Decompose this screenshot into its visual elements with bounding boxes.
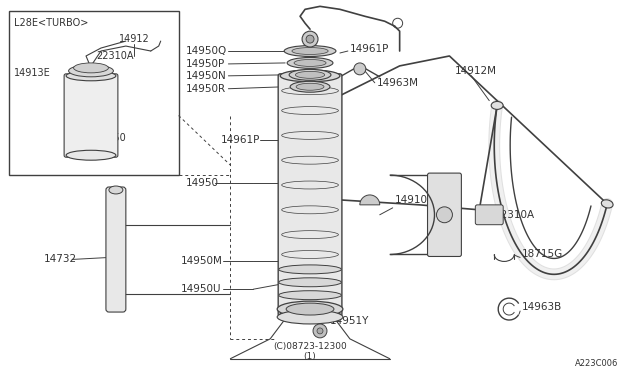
Ellipse shape xyxy=(280,70,340,82)
Bar xyxy=(10,11,179,175)
Ellipse shape xyxy=(296,71,324,78)
Ellipse shape xyxy=(66,71,116,81)
Ellipse shape xyxy=(280,308,340,320)
Ellipse shape xyxy=(289,69,331,80)
Text: 14732: 14732 xyxy=(44,254,77,264)
Ellipse shape xyxy=(277,310,343,324)
Ellipse shape xyxy=(491,102,503,109)
Text: 14950: 14950 xyxy=(186,178,219,188)
Ellipse shape xyxy=(74,63,108,73)
Text: 14912: 14912 xyxy=(119,34,150,44)
Ellipse shape xyxy=(286,303,334,315)
Ellipse shape xyxy=(277,301,343,317)
Text: 14963M: 14963M xyxy=(377,78,419,88)
Text: 14910A: 14910A xyxy=(395,195,435,205)
Text: A223C006: A223C006 xyxy=(575,359,619,368)
Text: (C)08723-12300: (C)08723-12300 xyxy=(273,342,347,351)
Ellipse shape xyxy=(292,48,328,54)
Circle shape xyxy=(354,63,366,75)
FancyBboxPatch shape xyxy=(106,187,126,312)
Ellipse shape xyxy=(109,186,123,194)
Text: 22310A: 22310A xyxy=(494,210,534,220)
Text: 14963B: 14963B xyxy=(522,302,563,312)
Ellipse shape xyxy=(68,65,113,77)
FancyBboxPatch shape xyxy=(476,205,503,225)
Text: 14950N: 14950N xyxy=(186,71,227,81)
Text: 14950Q: 14950Q xyxy=(186,46,227,56)
Text: 14950: 14950 xyxy=(96,133,127,143)
Ellipse shape xyxy=(66,150,116,160)
Ellipse shape xyxy=(602,200,613,208)
Circle shape xyxy=(306,35,314,43)
Circle shape xyxy=(436,207,452,223)
Circle shape xyxy=(317,328,323,334)
Text: 14950P: 14950P xyxy=(186,59,225,69)
Text: (1): (1) xyxy=(303,352,316,361)
Text: 14912M: 14912M xyxy=(66,113,106,124)
Ellipse shape xyxy=(278,265,341,274)
Text: 22310A: 22310A xyxy=(96,51,134,61)
Text: 14961P: 14961P xyxy=(220,135,260,145)
Text: 14951Y: 14951Y xyxy=(330,316,369,326)
FancyBboxPatch shape xyxy=(428,173,461,256)
Ellipse shape xyxy=(296,83,324,90)
Ellipse shape xyxy=(278,291,341,299)
Text: 14950R: 14950R xyxy=(186,84,226,94)
Ellipse shape xyxy=(284,45,336,57)
Text: 14912M: 14912M xyxy=(454,66,497,76)
Text: 14961P: 14961P xyxy=(350,44,389,54)
Text: L28E<TURBO>: L28E<TURBO> xyxy=(14,18,89,28)
Ellipse shape xyxy=(278,278,341,287)
Circle shape xyxy=(313,324,327,338)
Text: 14950M: 14950M xyxy=(180,256,223,266)
Circle shape xyxy=(302,31,318,47)
Ellipse shape xyxy=(294,60,326,66)
Ellipse shape xyxy=(287,57,333,68)
Text: 18715G: 18715G xyxy=(522,250,563,260)
FancyBboxPatch shape xyxy=(64,74,118,157)
Wedge shape xyxy=(360,195,380,205)
FancyBboxPatch shape xyxy=(278,74,342,316)
Text: 14913E: 14913E xyxy=(14,68,51,78)
Ellipse shape xyxy=(290,81,330,92)
Text: 14950U: 14950U xyxy=(180,284,221,294)
